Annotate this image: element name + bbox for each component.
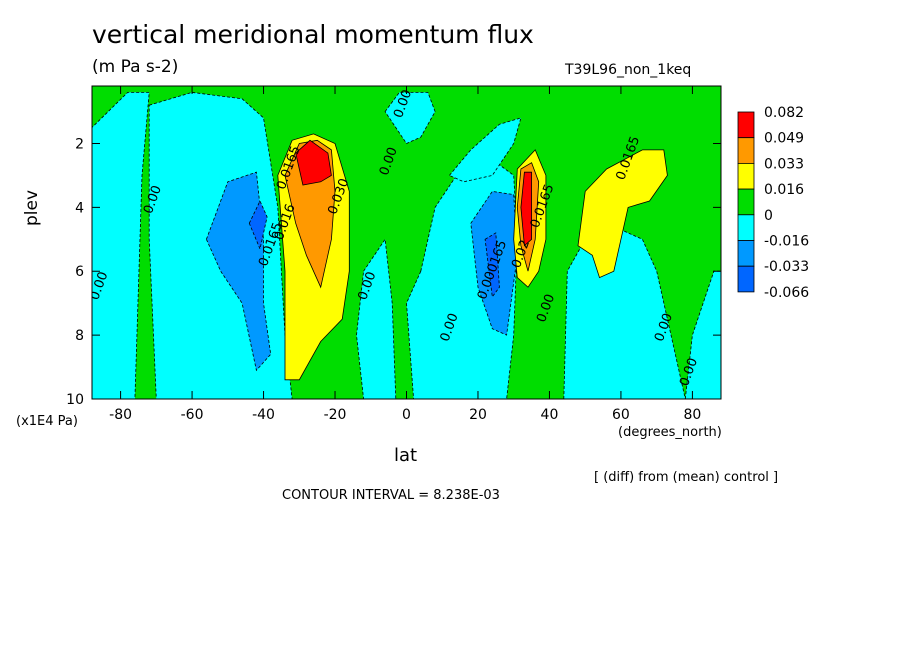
colorbar-swatch-0 <box>737 111 755 139</box>
x-tick-label-4: 0 <box>402 407 411 423</box>
x-tick-label-0: -80 <box>109 407 132 423</box>
contour-region-18 <box>577 149 668 279</box>
chart-title: vertical meridional momentum flux <box>92 20 534 49</box>
x-axis-label: lat <box>394 445 418 466</box>
colorbar-label-1: 0.049 <box>764 131 804 147</box>
x-axis-units: (degrees_north) <box>618 425 722 440</box>
contour-regions <box>92 91 721 399</box>
y-tick-label-1: 4 <box>75 200 84 216</box>
colorbar-label-6: -0.033 <box>764 259 809 275</box>
contour-interval: CONTOUR INTERVAL = 8.238E-03 <box>282 488 500 503</box>
x-tick-label-2: -40 <box>252 407 275 423</box>
x-tick-label-1: -60 <box>181 407 204 423</box>
diff-note: [ (diff) from (mean) control ] <box>594 470 779 485</box>
x-tick-label-3: -20 <box>324 407 347 423</box>
y-tick-label-4: 10 <box>66 392 84 408</box>
colorbar-label-2: 0.033 <box>764 156 804 172</box>
contour-region-10 <box>563 229 686 399</box>
y-tick-label-3: 8 <box>75 328 84 344</box>
chart-units: (m Pa s-2) <box>92 57 179 77</box>
contour-region-4 <box>356 238 397 399</box>
x-tick-label-8: 80 <box>683 407 701 423</box>
contour-region-14 <box>295 139 332 186</box>
y-tick-label-2: 6 <box>75 264 84 280</box>
contour-region-7 <box>448 117 522 183</box>
y-axis-multiplier: (x1E4 Pa) <box>16 414 78 429</box>
contour-region-5 <box>384 92 436 145</box>
colorbar-swatch-5 <box>737 240 755 267</box>
colorbar-swatch-3 <box>737 188 755 216</box>
x-tick-label-5: 20 <box>469 407 487 423</box>
colorbar-label-5: -0.016 <box>764 234 809 250</box>
contour-region-3 <box>248 200 268 251</box>
colorbar-swatch-6 <box>737 265 755 293</box>
x-tick-label-7: 60 <box>612 407 630 423</box>
colorbar-label-7: -0.066 <box>764 285 809 301</box>
colorbar-swatch-4 <box>737 214 755 241</box>
run-id: T39L96_non_1keq <box>565 62 692 78</box>
contour-region-17 <box>520 171 532 247</box>
colorbar-swatch-2 <box>737 162 755 190</box>
contour-region-9 <box>484 232 500 298</box>
colorbar-swatch-1 <box>737 137 755 164</box>
colorbar-label-4: 0 <box>764 208 773 224</box>
colorbar-label-0: 0.082 <box>764 105 804 121</box>
x-tick-label-6: 40 <box>541 407 559 423</box>
colorbar-label-3: 0.016 <box>764 182 804 198</box>
contour-region-0 <box>92 92 150 399</box>
y-tick-label-0: 2 <box>75 136 84 152</box>
